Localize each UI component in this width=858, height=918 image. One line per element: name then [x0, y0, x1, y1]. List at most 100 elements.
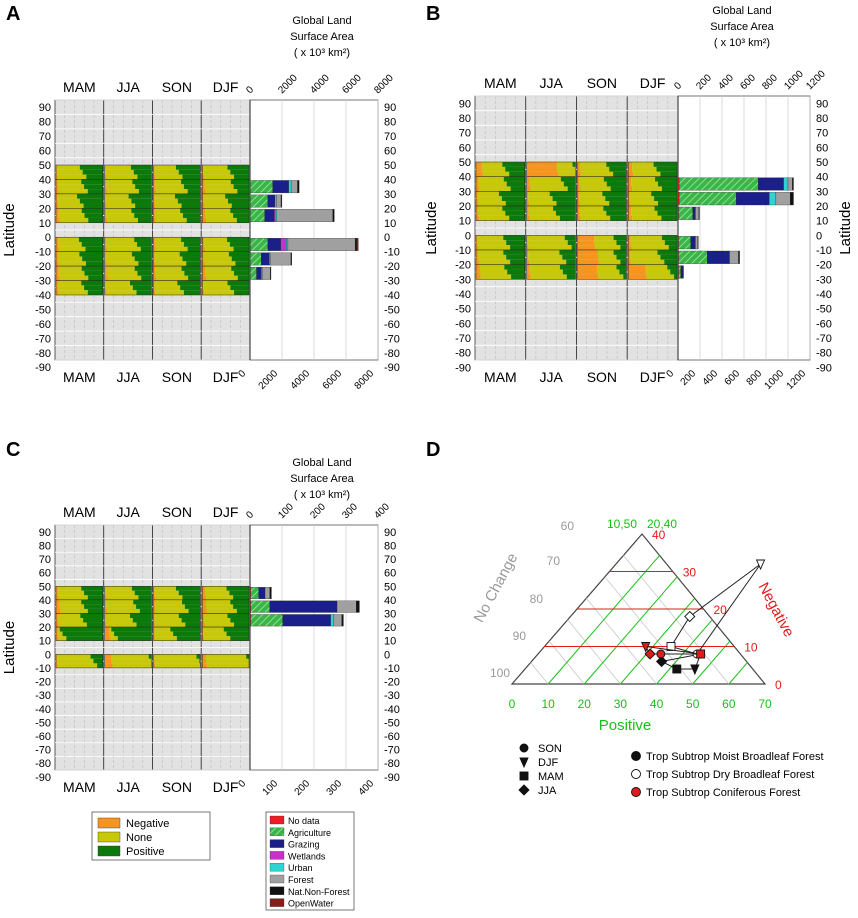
positive-segment [230, 618, 249, 623]
series-legend-label: Trop Subtrop Coniferous Forest [646, 787, 800, 799]
negative-tick: 40 [652, 528, 666, 542]
negative-segment [104, 198, 106, 204]
positive-segment [503, 235, 525, 241]
none-segment [154, 169, 179, 175]
none-segment [203, 631, 227, 637]
positive-segment [141, 275, 152, 281]
legend-label: None [126, 832, 152, 844]
positive-segment [182, 599, 201, 605]
none-segment [111, 658, 152, 664]
none-segment [105, 590, 135, 596]
negative-segment [628, 201, 631, 206]
none-segment [57, 184, 85, 190]
latitude-tick-left: 0 [45, 649, 51, 661]
negative-segment [628, 235, 631, 241]
positive-segment [178, 590, 201, 596]
negative-segment [202, 256, 204, 262]
none-segment [633, 171, 661, 177]
season-marker-label: DJF [538, 757, 558, 769]
negative-segment [526, 181, 530, 187]
none-segment [477, 254, 507, 260]
forest-bar [276, 209, 333, 222]
positive-segment [138, 595, 152, 600]
none-segment [105, 285, 133, 291]
none-segment [476, 240, 507, 246]
positive-segment [609, 201, 627, 206]
area-tick-top: 100 [276, 501, 296, 521]
latitude-tick-left: -60 [35, 319, 51, 331]
positive-segment [619, 269, 627, 275]
negative-segment [104, 208, 107, 214]
positive-segment [234, 174, 249, 180]
negative-segment [104, 261, 107, 267]
positive-segment [183, 184, 201, 190]
positive-segment [128, 193, 152, 199]
positive-segment [603, 176, 627, 182]
area-tick-bottom: 1200 [785, 368, 809, 392]
none-segment [478, 215, 510, 221]
none-segment [629, 196, 655, 202]
positive-segment [237, 189, 249, 194]
positive-segment [572, 162, 576, 167]
none-segment [154, 599, 183, 605]
positive-segment [93, 658, 103, 664]
positive-segment [511, 274, 525, 280]
forest-bar [336, 600, 357, 613]
none-segment [106, 237, 135, 243]
latitude-tick-left: 90 [39, 527, 51, 539]
negative-segment [526, 210, 529, 216]
agriculture-bar [678, 250, 708, 264]
season-band-outline [104, 280, 152, 296]
positive-segment [233, 213, 249, 218]
negative-segment [202, 270, 206, 276]
negative-segment [577, 254, 598, 260]
positive-segment [227, 165, 249, 170]
negative-segment [526, 215, 530, 221]
positive-segment [111, 627, 152, 632]
season-marker-legend [519, 757, 529, 769]
season-band-outline [104, 626, 152, 641]
negative-segment [153, 599, 155, 605]
latitude-tick-right: 30 [816, 186, 828, 198]
latitude-tick-right: 80 [384, 117, 396, 129]
latitude-tick-left: 30 [39, 189, 51, 201]
positive-segment [227, 280, 249, 286]
negative-segment [104, 246, 108, 252]
none-segment [578, 191, 603, 197]
negative-segment [202, 618, 205, 623]
none-segment [528, 210, 556, 216]
grazing-bar [758, 177, 784, 191]
positive-segment [549, 191, 576, 197]
positive-segment [184, 604, 201, 609]
negative-segment [202, 213, 206, 218]
legend-label: Nat.Non-Forest [288, 887, 350, 897]
negative-segment [104, 604, 107, 609]
positive-segment [230, 636, 249, 641]
negative-segment [56, 590, 58, 596]
positive-segment [188, 275, 201, 281]
negative-segment [628, 206, 632, 211]
negative-segment [153, 203, 156, 209]
grazing-bar [690, 236, 696, 250]
negative-segment [153, 275, 157, 281]
area-tick-top: 0 [244, 509, 256, 521]
legend-swatch-wetlands [269, 851, 285, 860]
negative-segment [202, 237, 205, 243]
negative-segment [526, 240, 528, 246]
none-segment [154, 618, 182, 623]
negative-segment [577, 191, 579, 197]
positive-segment [81, 586, 103, 591]
positive-segment [501, 196, 525, 202]
none-segment [57, 663, 98, 668]
season-label-bottom: MAM [63, 779, 96, 795]
latitude-tick-left: 10 [459, 216, 471, 228]
none-segment [106, 208, 132, 214]
area-tick-top: 400 [716, 72, 736, 92]
none-segment [57, 285, 85, 291]
none-segment [203, 193, 226, 199]
positive-segment [230, 208, 249, 214]
none-segment [204, 237, 228, 243]
negative-segment [202, 251, 204, 257]
legend-label: Positive [126, 846, 165, 858]
positive-segment [562, 269, 576, 275]
